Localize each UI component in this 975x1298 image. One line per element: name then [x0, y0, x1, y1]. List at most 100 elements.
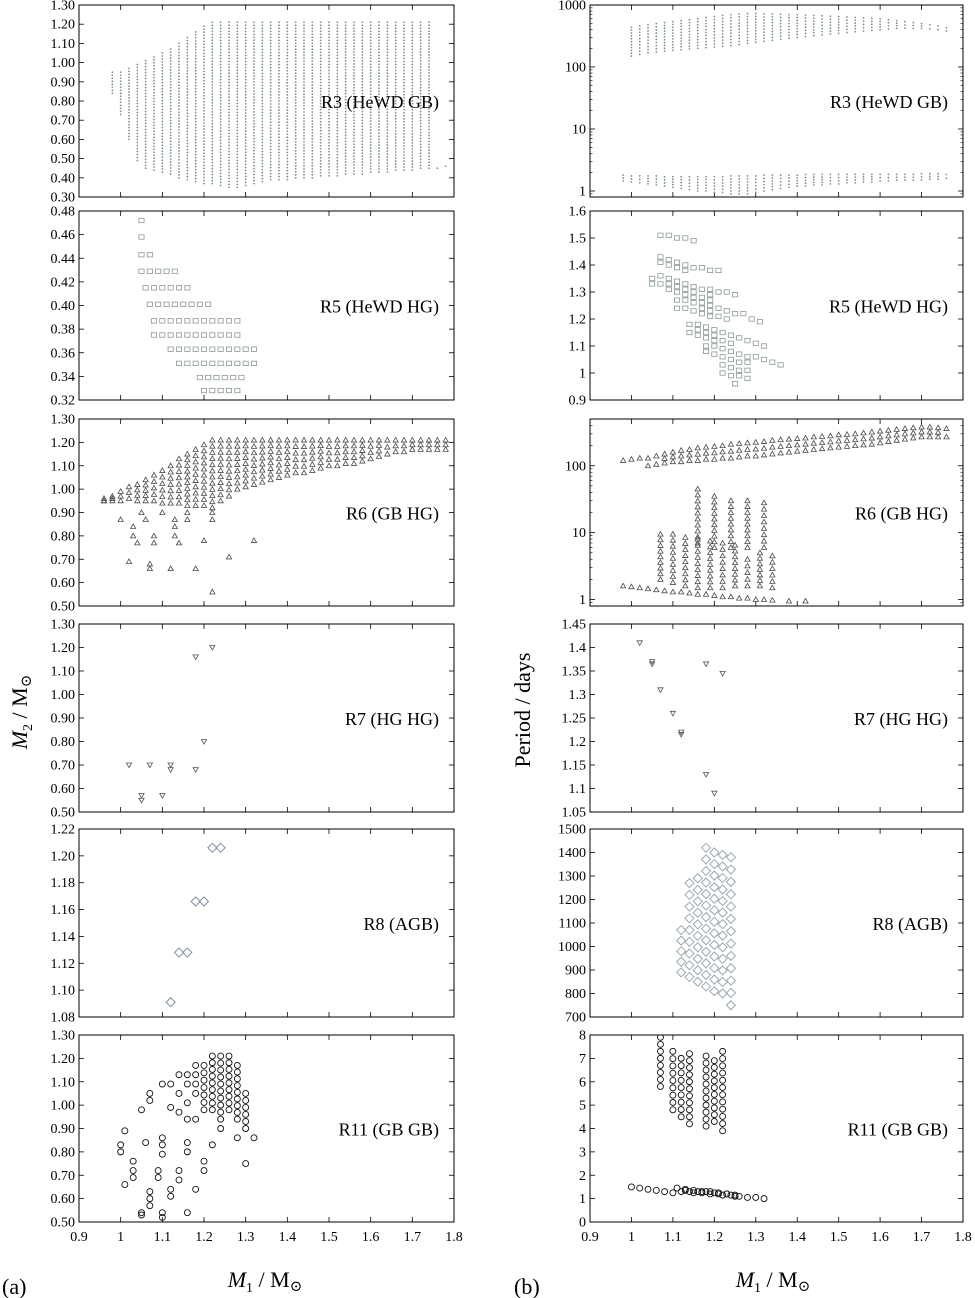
data-point	[178, 60, 180, 63]
data-point	[209, 516, 216, 522]
data-point	[680, 48, 683, 51]
data-point	[702, 1188, 710, 1196]
data-point	[344, 89, 347, 92]
data-point	[169, 86, 172, 89]
data-point	[233, 1108, 241, 1116]
data-point	[200, 447, 208, 454]
data-point	[209, 467, 216, 474]
data-point	[411, 105, 414, 108]
data-point	[236, 42, 239, 45]
data-point	[219, 148, 222, 151]
data-point	[419, 66, 422, 68]
data-point	[706, 537, 714, 544]
y-tick-label: 1.2	[569, 735, 587, 750]
data-point	[144, 92, 147, 95]
data-point	[655, 181, 658, 183]
data-point	[228, 156, 230, 159]
data-point	[144, 83, 147, 86]
data-point	[278, 124, 280, 127]
data-point	[161, 55, 164, 57]
data-point	[369, 138, 372, 140]
data-point	[211, 149, 214, 152]
data-point	[250, 442, 258, 449]
data-point	[384, 450, 391, 457]
data-point	[804, 14, 807, 16]
data-point	[686, 1106, 693, 1114]
data-point	[269, 127, 272, 130]
data-point	[278, 36, 280, 39]
data-point	[278, 39, 280, 42]
data-point	[153, 85, 155, 88]
data-point	[153, 136, 155, 139]
data-point	[752, 596, 760, 602]
data-point	[361, 158, 364, 160]
data-point	[736, 359, 743, 365]
data-point	[411, 163, 414, 165]
data-point	[209, 346, 216, 352]
data-point	[638, 53, 641, 56]
data-point	[167, 493, 174, 500]
data-point	[294, 21, 297, 24]
data-point	[186, 163, 189, 166]
data-point	[702, 772, 710, 778]
data-point	[211, 152, 214, 155]
data-point	[727, 373, 734, 379]
data-point	[211, 110, 214, 113]
data-point	[228, 141, 230, 144]
data-point	[705, 178, 707, 181]
data-point	[275, 467, 283, 474]
data-point	[702, 1101, 710, 1109]
x-tick-label: 1.4	[788, 1230, 806, 1245]
data-point	[829, 27, 832, 29]
data-point	[228, 120, 230, 123]
data-point	[253, 42, 255, 45]
data-point	[209, 332, 216, 338]
data-point	[411, 69, 414, 72]
data-point	[638, 178, 641, 181]
data-point	[234, 332, 241, 338]
data-point	[361, 167, 364, 169]
data-point	[721, 33, 724, 35]
data-point	[286, 45, 289, 48]
data-point	[236, 63, 239, 66]
data-point	[186, 115, 189, 118]
data-point	[671, 181, 674, 183]
data-point	[219, 115, 222, 117]
data-point	[261, 60, 264, 63]
data-point	[344, 68, 347, 71]
data-point	[200, 387, 207, 394]
data-point	[394, 123, 397, 126]
data-point	[821, 14, 823, 17]
data-point	[361, 48, 364, 50]
data-point	[771, 33, 774, 36]
data-point	[319, 138, 322, 141]
data-point	[217, 387, 224, 394]
panel-label: R5 (HeWD HG)	[320, 297, 439, 318]
data-point	[419, 48, 422, 50]
data-point	[710, 1097, 718, 1105]
data-point	[367, 436, 374, 443]
data-point	[311, 66, 314, 69]
data-point	[311, 123, 314, 125]
data-point	[812, 26, 815, 28]
data-point	[721, 14, 724, 17]
data-point	[688, 182, 691, 185]
data-point	[945, 26, 948, 29]
data-point	[244, 99, 247, 102]
data-point	[186, 66, 189, 69]
data-point	[194, 36, 197, 39]
data-point	[319, 60, 322, 63]
data-point	[779, 38, 782, 41]
data-point	[325, 436, 333, 443]
data-point	[361, 173, 364, 175]
data-point	[294, 105, 297, 107]
data-point	[361, 128, 364, 131]
data-point	[403, 117, 405, 120]
y-tick-label: 1.30	[51, 0, 76, 14]
data-point	[336, 72, 339, 75]
data-point	[121, 1127, 129, 1135]
data-point	[403, 75, 405, 78]
data-point	[711, 526, 718, 533]
